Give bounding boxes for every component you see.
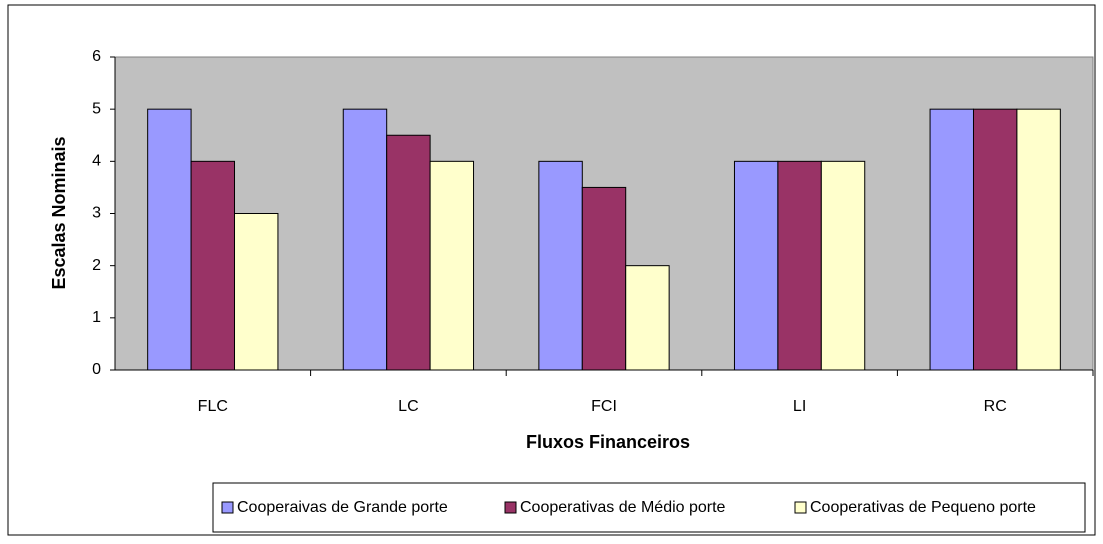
bar [929,108,974,371]
bar [386,134,431,371]
x-axis-label: Fluxos Financeiros [526,432,690,452]
x-tick-label: LC [398,398,418,415]
y-tick-label: 2 [92,257,101,274]
y-tick-label: 4 [92,153,101,170]
y-tick-label: 6 [92,48,101,65]
legend-label: Cooperaivas de Grande porte [237,499,448,516]
legend-swatch [504,501,517,514]
bar [147,108,192,371]
legend-label: Cooperativas de Médio porte [520,499,726,516]
legend-swatch [221,501,234,514]
bar [429,160,475,371]
y-tick-label: 5 [92,100,101,117]
bar [342,108,388,371]
y-axis-label: Escalas Nominais [49,136,69,289]
bar [777,160,822,371]
bar [1016,108,1061,371]
y-tick-label: 1 [92,309,101,326]
bar [190,160,236,371]
bar [820,160,866,371]
legend-box [212,482,1086,533]
x-tick-label: FCI [591,398,617,415]
y-tick-label: 0 [92,361,101,378]
legend-swatch [794,501,807,514]
legend-label: Cooperativas de Pequeno porte [810,499,1036,516]
bar [581,186,627,371]
bar [538,160,583,371]
bar [625,265,670,371]
x-tick-label: LI [793,398,806,415]
bar [972,108,1018,371]
bar [733,160,779,371]
y-tick-label: 3 [92,205,101,222]
bar [234,213,279,371]
x-tick-label: RC [984,398,1007,415]
x-tick-label: FLC [198,398,228,415]
